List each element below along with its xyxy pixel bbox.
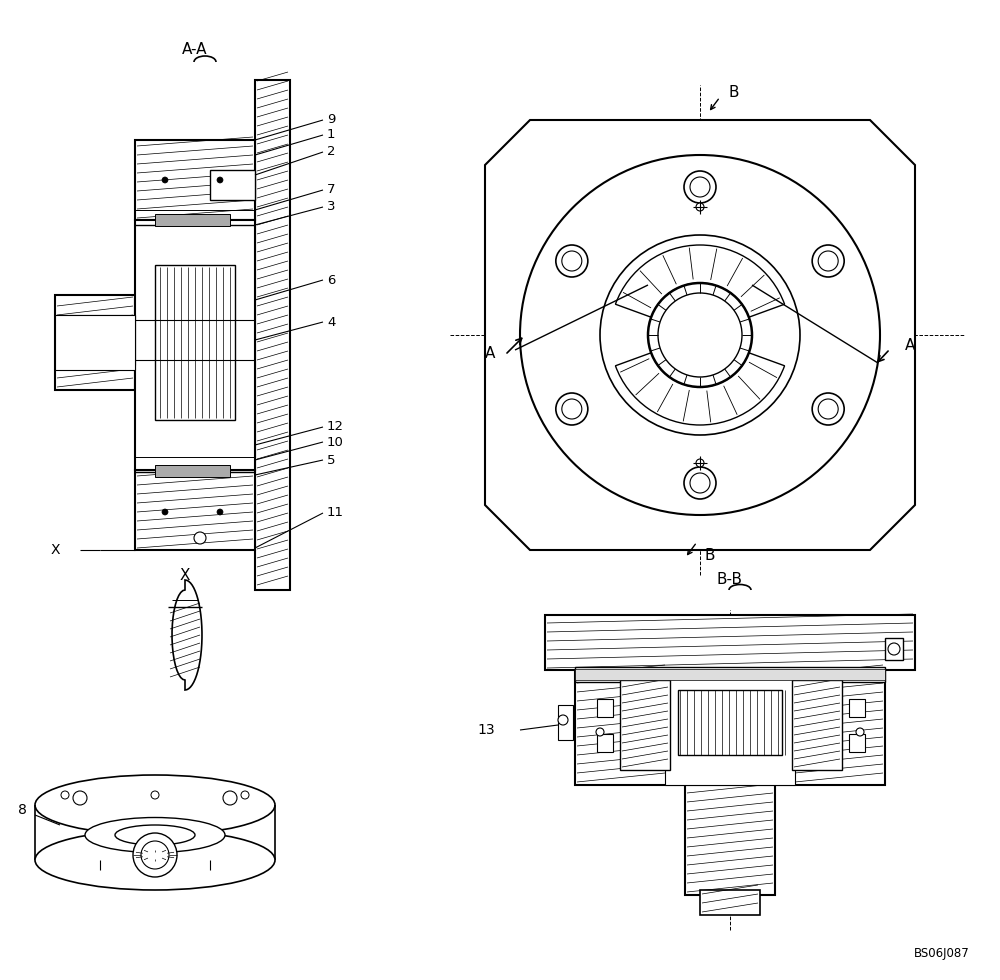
Bar (792, 680, 842, 770)
Circle shape (684, 171, 716, 203)
Text: A: A (485, 346, 495, 361)
Ellipse shape (85, 817, 225, 853)
Circle shape (558, 715, 568, 725)
Bar (135, 470, 255, 550)
Bar (545, 615, 915, 670)
Circle shape (556, 393, 588, 425)
Circle shape (696, 459, 704, 467)
Text: 10: 10 (327, 435, 344, 449)
Circle shape (194, 532, 206, 544)
Text: 1: 1 (327, 128, 336, 141)
Bar (849, 699, 865, 717)
Circle shape (696, 203, 704, 211)
Bar (678, 690, 782, 755)
Bar (135, 140, 255, 220)
Circle shape (73, 791, 87, 805)
Circle shape (217, 509, 223, 515)
Text: 11: 11 (327, 507, 344, 519)
Circle shape (812, 393, 844, 425)
Circle shape (888, 643, 900, 655)
Circle shape (562, 251, 582, 271)
Text: 3: 3 (327, 201, 336, 214)
Bar (575, 667, 885, 682)
Bar (210, 170, 255, 200)
Circle shape (241, 791, 249, 799)
Bar (597, 734, 613, 752)
Circle shape (520, 155, 880, 515)
Circle shape (690, 473, 710, 493)
Circle shape (562, 399, 582, 419)
Bar (558, 705, 573, 740)
Text: 9: 9 (327, 114, 335, 126)
Bar (55, 295, 135, 390)
Ellipse shape (35, 775, 275, 835)
Text: 6: 6 (327, 273, 335, 286)
Circle shape (818, 251, 838, 271)
Bar (135, 220, 255, 470)
Text: X: X (180, 567, 190, 582)
Bar (685, 785, 775, 895)
Bar (155, 214, 230, 226)
Circle shape (162, 177, 168, 183)
Circle shape (61, 791, 69, 799)
Text: X: X (50, 543, 60, 557)
Circle shape (217, 177, 223, 183)
Bar (255, 80, 290, 590)
Circle shape (596, 728, 604, 736)
Text: B: B (705, 548, 716, 563)
Bar (575, 669, 885, 680)
Circle shape (151, 791, 159, 799)
Ellipse shape (35, 830, 275, 890)
Bar (575, 670, 885, 785)
Circle shape (223, 791, 237, 805)
Text: 8: 8 (18, 803, 26, 817)
Text: B-B: B-B (717, 572, 743, 587)
Circle shape (684, 467, 716, 499)
Circle shape (818, 399, 838, 419)
Text: 12: 12 (327, 420, 344, 433)
Bar (849, 734, 865, 752)
Circle shape (856, 728, 864, 736)
Bar (55, 315, 135, 365)
Wedge shape (615, 353, 785, 425)
Circle shape (812, 245, 844, 277)
Circle shape (690, 177, 710, 197)
Ellipse shape (115, 825, 195, 845)
Bar (700, 890, 760, 915)
Bar (885, 638, 903, 660)
Text: BS06J087: BS06J087 (914, 947, 970, 960)
Circle shape (162, 509, 168, 515)
Bar (55, 315, 135, 370)
Circle shape (133, 833, 177, 877)
Bar (620, 680, 670, 770)
Circle shape (141, 841, 169, 869)
Text: 5: 5 (327, 454, 336, 466)
Circle shape (648, 283, 752, 387)
Text: 2: 2 (327, 145, 336, 159)
Text: 4: 4 (327, 316, 335, 328)
Polygon shape (485, 120, 915, 550)
Wedge shape (615, 245, 785, 318)
Circle shape (556, 245, 588, 277)
Bar (597, 699, 613, 717)
Bar (665, 670, 795, 785)
Polygon shape (172, 580, 202, 690)
Circle shape (658, 293, 742, 377)
Text: 13: 13 (477, 723, 495, 737)
Text: A: A (905, 337, 915, 353)
Text: 7: 7 (327, 183, 336, 197)
Circle shape (600, 235, 800, 435)
Text: A-A: A-A (182, 42, 208, 58)
Text: B: B (728, 85, 738, 101)
Bar (155, 465, 230, 477)
Bar (155, 265, 235, 420)
